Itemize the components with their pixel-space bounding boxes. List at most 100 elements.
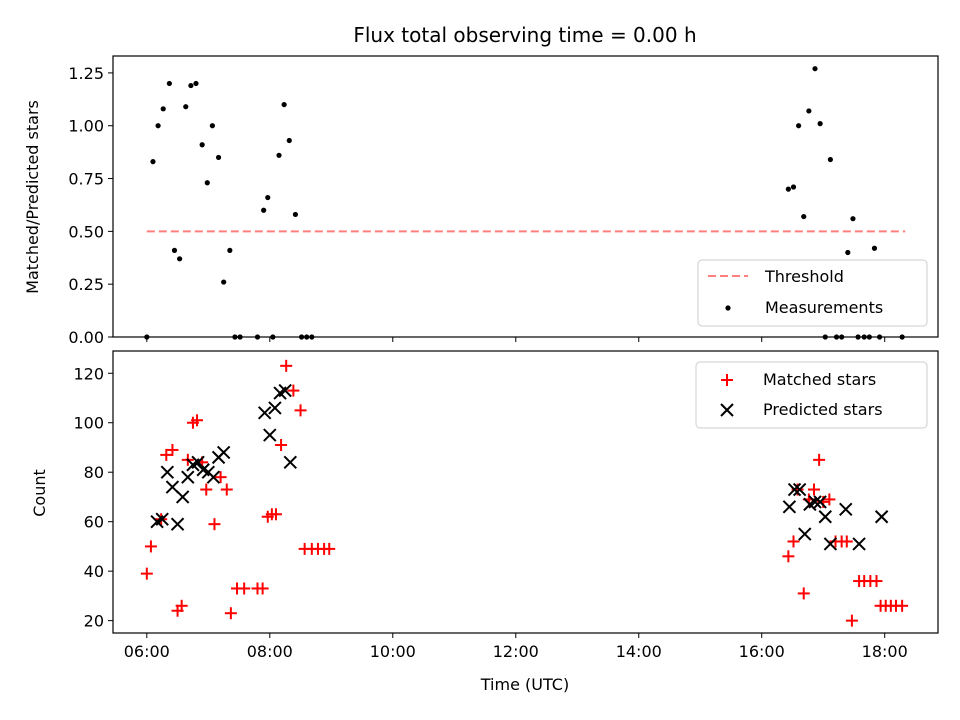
matched-star-point [287,384,300,397]
legend-predicted-label: Predicted stars [763,400,883,419]
measurement-point [227,247,233,253]
predicted-star-point [792,482,807,497]
measurement-point [790,184,797,190]
chart-title: Flux total observing time = 0.00 h [353,23,696,47]
matched-star-point [294,404,307,417]
measurement-point [817,121,823,127]
bottom-x-tick-label: 10:00 [370,642,416,661]
measurement-point [276,152,282,158]
matched-star-point [280,359,293,372]
predicted-star-point [839,502,853,517]
predicted-star-point [813,495,827,509]
legend-predicted-swatch [720,403,734,417]
measurement-point [193,80,199,87]
bottom-x-tick-label: 18:00 [862,642,908,661]
matched-star-point [220,483,233,496]
matched-star-point [275,439,288,451]
measurement-point [286,137,292,144]
matched-star-point [840,535,853,548]
measurement-point [150,159,156,165]
predicted-star-point [160,465,175,479]
top-y-tick-label: 0.25 [68,275,104,294]
bottom-axes-frame [112,350,939,634]
measurement-point [188,82,194,89]
matched-star-point [782,550,795,563]
bottom-plot-area: 20 40 60 80 100 120 06:00 08:00 10:00 12:00 14:00 1… [73,359,909,661]
bottom-x-tick-label: 08:00 [247,642,293,661]
bottom-y-tick-label: 20 [84,612,104,631]
measurement-point [177,256,183,262]
matched-star-point [160,448,173,461]
predicted-star-point [206,470,221,484]
predicted-star-point [782,500,797,514]
predicted-star-point [787,482,802,497]
matched-star-point [140,567,153,580]
matched-star-point [200,483,213,496]
legend-measurements-swatch [725,305,731,311]
legend-measurements-label: Measurements [765,298,883,317]
predicted-star-point [191,455,205,470]
legend-threshold-label: Threshold [764,267,844,286]
top-y-tick-label: 0.50 [68,222,104,241]
bottom-y-tick-label: 60 [84,513,104,532]
measurement-point [812,66,818,72]
predicted-star-point [165,480,180,494]
predicted-star-point [798,527,812,541]
measurement-point [850,216,856,222]
top-plot-area: 0.00 0.25 0.50 0.75 1.00 1.25 [68,64,906,347]
predicted-star-point [155,512,169,526]
bottom-y-axis-label: Count [30,469,49,517]
legend-matched-label: Matched stars [763,370,876,389]
matched-star-point [191,414,204,427]
matched-star-point [823,493,836,506]
matched-star-point [813,453,826,466]
bottom-x-tick-label: 14:00 [616,642,662,661]
top-axes-frame [112,55,939,338]
measurement-point [199,142,205,148]
measurement-point [261,207,267,213]
bottom-y-tick-label: 40 [84,562,104,581]
measurement-point [281,101,287,108]
measurement-point [204,180,210,186]
measurement-point [871,245,878,251]
measurement-point [827,156,833,163]
top-y-tick-label: 1.00 [68,117,104,136]
matched-star-point [175,599,188,612]
bottom-legend: Matched stars Predicted stars [695,361,928,429]
matched-star-point [807,483,820,496]
measurement-point [845,249,851,256]
bottom-y-tick-label: 100 [73,414,104,433]
measurement-point [292,211,299,218]
bottom-x-tick-label: 12:00 [493,642,539,661]
matched-star-point [256,582,269,595]
matched-star-point [166,443,179,456]
matched-star-point [238,582,251,595]
bottom-y-tick-label: 120 [73,364,104,383]
measurement-point [160,106,166,112]
bottom-x-tick-label: 06:00 [124,642,170,661]
measurement-point [209,123,216,129]
top-y-tick-label: 1.25 [68,64,104,83]
predicted-star-point [808,495,822,509]
matched-star-point [870,575,883,588]
predicted-star-point [181,470,195,484]
predicted-star-point [257,406,272,420]
matched-star-point [797,587,810,600]
legend-matched-swatch [721,374,733,386]
predicted-star-point [263,428,277,442]
predicted-star-point [874,510,889,524]
predicted-star-point [852,537,866,551]
top-y-tick-label: 0.00 [68,328,104,347]
predicted-star-point [818,510,832,524]
measurement-point [215,154,222,161]
top-y-axis-label: Matched/Predicted stars [23,100,42,294]
predicted-star-point [170,517,185,531]
matched-star-point [144,540,157,553]
measurement-point [171,247,178,253]
bottom-x-tick-label: 16:00 [739,642,785,661]
top-legend: Threshold Measurements [697,259,928,327]
predicted-star-point [268,401,282,415]
measurement-point [801,213,807,220]
measurement-point [806,108,812,114]
predicted-star-point [823,537,838,551]
